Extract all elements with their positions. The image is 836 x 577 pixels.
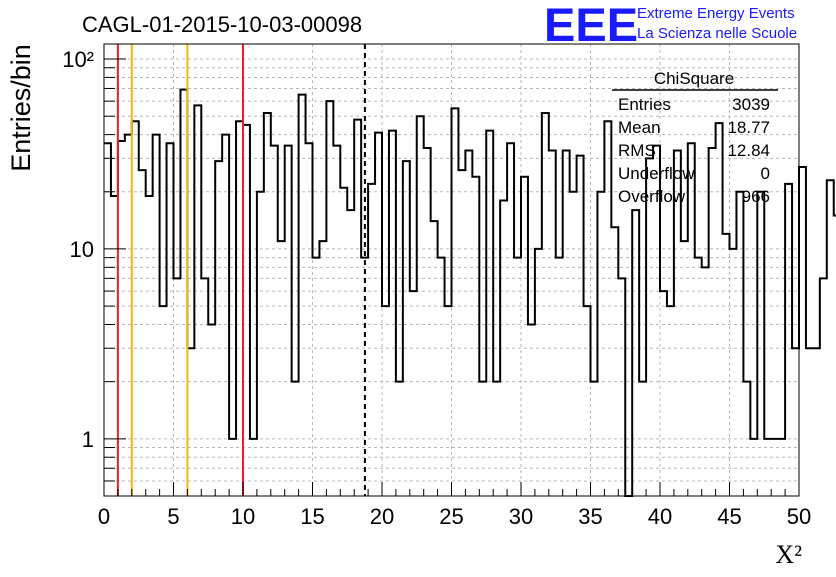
x-tick-label: 30 [509, 504, 533, 529]
reference-lines-layer [116, 44, 366, 496]
x-tick-label: 0 [98, 504, 110, 529]
y-tick-label: 10 [70, 237, 94, 262]
stats-value: 3039 [732, 95, 770, 114]
histogram-layer [104, 88, 836, 497]
logo-line-1: Extreme Energy Events [637, 5, 795, 22]
stats-label: Entries [618, 95, 671, 114]
x-tick-label: 35 [578, 504, 602, 529]
histogram-outline [104, 88, 836, 497]
y-axis-label: Entries/bin [6, 44, 36, 172]
stats-value: 18.77 [727, 118, 770, 137]
stats-box: ChiSquare Entries 3039 Mean 18.77 RMS 12… [612, 69, 778, 206]
stats-value: 12.84 [727, 141, 770, 160]
x-tick-label: 45 [717, 504, 741, 529]
logo-mark: EEE [544, 0, 638, 51]
stats-title: ChiSquare [654, 69, 734, 88]
logo-line-2: La Scienza nelle Scuole [637, 25, 797, 42]
run-title: CAGL-01-2015-10-03-00098 [82, 12, 362, 37]
stats-value: 0 [761, 164, 770, 183]
axes-layer: 0 5 10 15 20 25 30 35 40 45 50 1 10 10² [62, 43, 811, 529]
stats-label: RMS [618, 141, 656, 160]
stats-label: Overflow [618, 187, 686, 206]
x-tick-label: 20 [370, 504, 394, 529]
x-tick-label: 40 [648, 504, 672, 529]
stats-label: Mean [618, 118, 661, 137]
x-tick-label: 15 [300, 504, 324, 529]
stats-value: 966 [742, 187, 770, 206]
stats-label: Underflow [618, 164, 695, 183]
x-axis-label: X² [775, 540, 802, 569]
y-tick-label: 10² [62, 47, 94, 72]
x-tick-label: 50 [787, 504, 811, 529]
x-tick-label: 10 [231, 504, 255, 529]
y-tick-label: 1 [82, 427, 94, 452]
x-tick-label: 5 [167, 504, 179, 529]
x-tick-label: 25 [439, 504, 463, 529]
